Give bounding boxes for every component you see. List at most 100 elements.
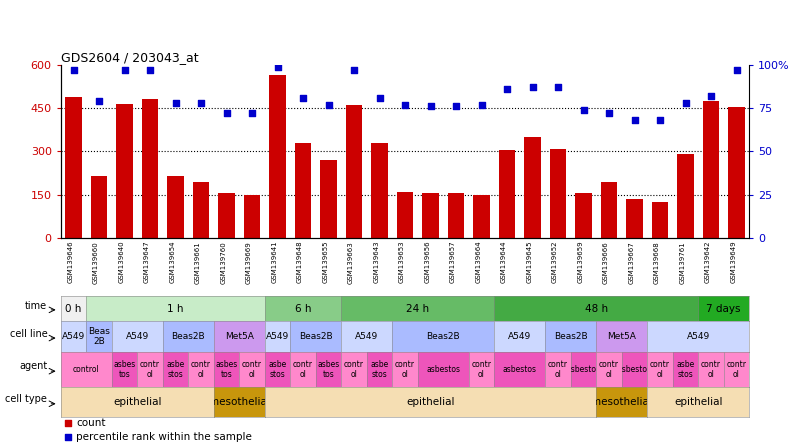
Point [347, 67, 360, 74]
Bar [371, 143, 388, 238]
Text: asbe
stos: asbe stos [370, 360, 389, 379]
Bar [116, 104, 133, 238]
Text: control: control [73, 365, 100, 374]
Point [169, 99, 182, 107]
Text: asbe
stos: asbe stos [268, 360, 287, 379]
Text: contr
ol: contr ol [650, 360, 670, 379]
Text: GSM139666: GSM139666 [603, 241, 609, 284]
Text: Beas
2B: Beas 2B [88, 327, 110, 346]
Point [143, 67, 156, 74]
Bar [295, 143, 311, 238]
Bar [550, 148, 566, 238]
Text: agent: agent [19, 361, 47, 371]
Text: GSM139640: GSM139640 [118, 241, 125, 284]
Bar [728, 107, 744, 238]
Text: contr
ol: contr ol [599, 360, 619, 379]
Text: contr
ol: contr ol [701, 360, 721, 379]
Text: mesothelial: mesothelial [591, 397, 652, 407]
Text: cell type: cell type [6, 394, 47, 404]
Text: Beas2B: Beas2B [172, 332, 205, 341]
Text: contr
ol: contr ol [727, 360, 747, 379]
Point [552, 84, 565, 91]
Text: GSM139646: GSM139646 [67, 241, 74, 284]
Text: GSM139659: GSM139659 [578, 241, 583, 284]
Bar [473, 194, 490, 238]
Text: GSM139760: GSM139760 [220, 241, 227, 284]
Text: contr
ol: contr ol [548, 360, 568, 379]
Text: asbestos: asbestos [617, 365, 651, 374]
Text: GSM139663: GSM139663 [348, 241, 354, 284]
Text: asbestos: asbestos [503, 365, 537, 374]
Bar [66, 96, 82, 238]
Point [220, 110, 233, 117]
Text: mesothelial: mesothelial [209, 397, 270, 407]
Point [705, 92, 718, 99]
Text: GSM139653: GSM139653 [399, 241, 405, 284]
Bar [601, 182, 617, 238]
Point [475, 101, 488, 108]
Text: GSM139647: GSM139647 [144, 241, 150, 284]
Point [245, 110, 258, 117]
Bar [677, 154, 694, 238]
Text: GSM139652: GSM139652 [552, 241, 558, 283]
Text: time: time [25, 301, 47, 311]
Point [322, 101, 335, 108]
Text: GSM139668: GSM139668 [654, 241, 660, 284]
Bar [193, 182, 209, 238]
Text: GSM139655: GSM139655 [322, 241, 329, 283]
Text: asbes
tos: asbes tos [318, 360, 339, 379]
Text: Met5A: Met5A [225, 332, 254, 341]
Point [289, 259, 302, 266]
Text: GSM139641: GSM139641 [271, 241, 278, 284]
Text: 1 h: 1 h [167, 304, 184, 313]
Text: Met5A: Met5A [608, 332, 636, 341]
Bar [167, 176, 184, 238]
Bar [626, 199, 643, 238]
Point [194, 99, 207, 107]
Point [118, 67, 131, 74]
Text: 24 h: 24 h [406, 304, 429, 313]
Text: Beas2B: Beas2B [554, 332, 587, 341]
Point [577, 106, 590, 113]
Text: epithelial: epithelial [407, 397, 454, 407]
Bar [269, 75, 286, 238]
Text: percentile rank within the sample: percentile rank within the sample [76, 432, 252, 442]
Text: asbes
tos: asbes tos [215, 360, 237, 379]
Text: contr
ol: contr ol [191, 360, 211, 379]
Text: GSM139656: GSM139656 [424, 241, 430, 284]
Text: GSM139649: GSM139649 [731, 241, 736, 284]
Bar [703, 101, 719, 238]
Text: GDS2604 / 203043_at: GDS2604 / 203043_at [61, 51, 198, 63]
Point [450, 103, 463, 110]
Bar [142, 99, 158, 238]
Text: contr
ol: contr ol [344, 360, 364, 379]
Text: asbes
tos: asbes tos [113, 360, 135, 379]
Bar [346, 105, 362, 238]
Point [501, 86, 514, 93]
Text: GSM139667: GSM139667 [629, 241, 634, 284]
Point [67, 67, 80, 74]
Text: contr
ol: contr ol [293, 360, 313, 379]
Text: A549: A549 [266, 332, 289, 341]
Text: 0 h: 0 h [66, 304, 82, 313]
Text: asbestos: asbestos [566, 365, 600, 374]
Bar [218, 193, 235, 238]
Point [654, 117, 667, 124]
Bar [499, 150, 515, 238]
Text: contr
ol: contr ol [242, 360, 262, 379]
Text: GSM139645: GSM139645 [526, 241, 532, 283]
Text: contr
ol: contr ol [140, 360, 160, 379]
Text: 48 h: 48 h [585, 304, 608, 313]
Text: epithelial: epithelial [674, 397, 723, 407]
Text: A549: A549 [508, 332, 531, 341]
Text: GSM139654: GSM139654 [169, 241, 176, 283]
Point [296, 94, 309, 101]
Text: GSM139661: GSM139661 [195, 241, 201, 284]
Text: Beas2B: Beas2B [426, 332, 460, 341]
Point [271, 63, 284, 70]
Text: GSM139643: GSM139643 [373, 241, 380, 284]
Point [373, 94, 386, 101]
Point [289, 381, 302, 389]
Text: epithelial: epithelial [113, 397, 161, 407]
Text: asbe
stos: asbe stos [166, 360, 185, 379]
